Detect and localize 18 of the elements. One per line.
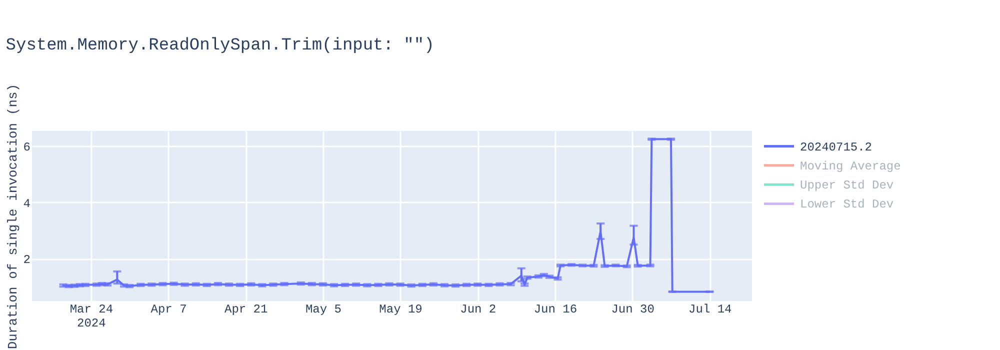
x-tick-label: Mar 24 2024 — [70, 302, 114, 330]
legend-label: 20240715.2 — [800, 140, 872, 154]
x-tick-label: Apr 7 — [150, 302, 187, 316]
x-tick-label: Apr 21 — [224, 302, 268, 316]
legend-label: Moving Average — [800, 159, 901, 174]
x-tick-label: Jul 14 — [688, 302, 732, 316]
x-tick-label: May 5 — [305, 302, 342, 316]
chart-title: System.Memory.ReadOnlySpan.Trim(input: "") — [6, 36, 434, 56]
legend-label: Upper Std Dev — [800, 178, 894, 193]
x-tick-label: Jun 30 — [611, 302, 654, 316]
y-tick-label: 2 — [23, 253, 30, 268]
y-axis-title: Duration of single invocation (ns) — [5, 84, 20, 350]
x-tick-label: Jun 16 — [534, 302, 578, 316]
y-tick-label: 4 — [23, 196, 30, 211]
legend-label: Lower Std Dev — [800, 198, 894, 212]
y-tick-label: 6 — [23, 140, 30, 154]
x-tick-label: Jun 2 — [460, 302, 496, 316]
x-tick-label: May 19 — [379, 302, 422, 316]
